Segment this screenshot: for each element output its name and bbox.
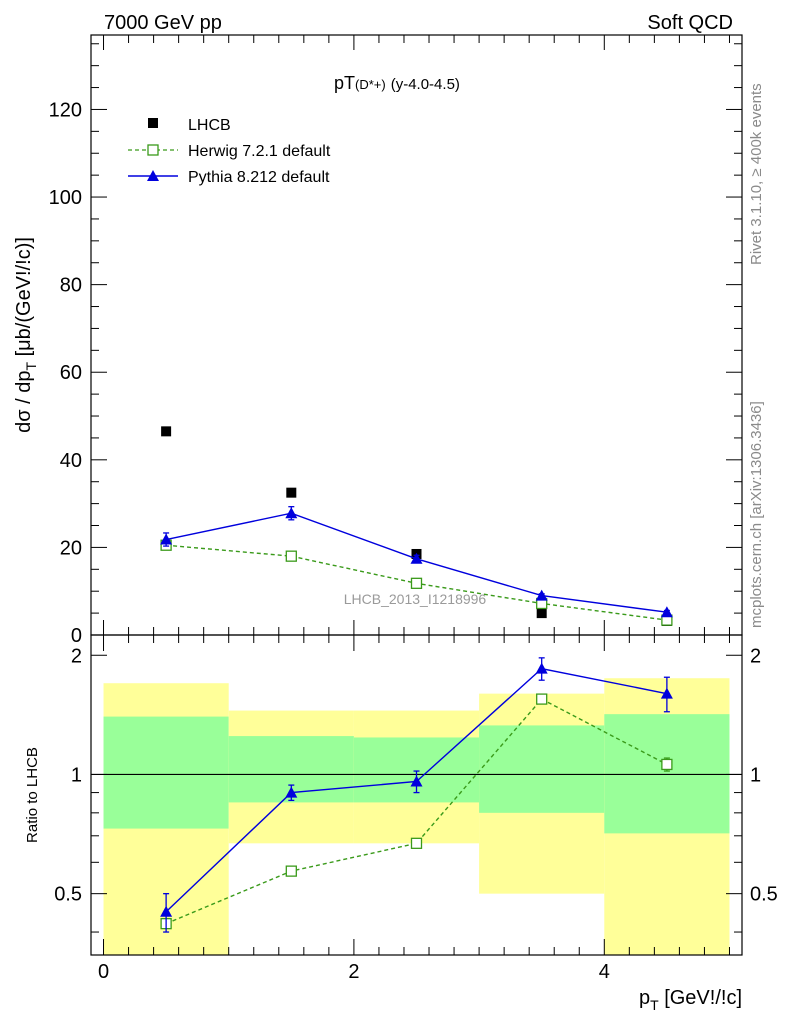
legend-herwig-label: Herwig 7.2.1 default: [188, 143, 331, 160]
ratio-pythia-point: [410, 775, 423, 787]
x-axis-label-main: p: [639, 987, 650, 1009]
ratio-band-green: [479, 725, 605, 813]
plot-title-sub: (D*+): [355, 77, 386, 92]
plot-title: pT(D*+) (y-4.0-4.5): [334, 73, 460, 93]
y-tick-label: 120: [49, 99, 82, 121]
legend-pythia-label: Pythia 8.212 default: [188, 169, 330, 186]
legend-lhcb-marker: [148, 118, 158, 128]
main-pythia-point: [160, 533, 173, 545]
ratio-herwig-point: [285, 865, 297, 877]
ratio-band-green: [604, 714, 730, 834]
ratio-y-tick-label-left: 2: [71, 645, 82, 667]
main-herwig-point: [285, 550, 297, 562]
legend-herwig-marker: [147, 144, 159, 156]
main-lhcb-point: [536, 608, 547, 619]
main-pythia-point: [285, 507, 298, 519]
ratio-herwig-point: [410, 837, 423, 849]
y-axis-label-rest: [μb/(GeV!/!c)]: [13, 237, 35, 362]
main-lhcb-point: [161, 426, 172, 437]
x-axis-label-sub: T: [650, 997, 659, 1013]
ratio-y-tick-label-right: 2: [750, 645, 761, 667]
legend-lhcb-label: LHCB: [188, 117, 231, 134]
main-herwig-point: [410, 577, 423, 589]
legend-pythia-marker: [147, 170, 159, 181]
ratio-band-green: [103, 716, 229, 829]
y-tick-label: 60: [60, 362, 82, 384]
ratio-y-tick-label-right: 0.5: [750, 884, 778, 906]
main-pythia-point: [410, 552, 423, 564]
x-tick-label: 4: [599, 961, 610, 983]
x-axis-label-rest: [GeV!/!c]: [659, 987, 742, 1009]
y-axis-label-sub: T: [23, 362, 39, 371]
y-tick-label: 80: [60, 275, 82, 297]
x-axis-label: pT [GeV!/!c]: [639, 987, 742, 1013]
process-label: Soft QCD: [647, 12, 733, 34]
legend: LHCB Herwig 7.2.1 default Pythia 8.212 d…: [128, 117, 331, 186]
energy-label: 7000 GeV pp: [104, 12, 222, 34]
ratio-frame: [90, 634, 743, 956]
ratio-pythia-point: [160, 905, 173, 917]
plot-title-suffix: (y-4.0-4.5): [391, 76, 460, 93]
ratio-pythia-point: [535, 662, 548, 674]
y-tick-label: 0: [71, 625, 82, 647]
main-pythia-point: [535, 589, 548, 601]
ratio-plot-area: 0.5 0.5 1 1 2 2 0 2 4: [54, 634, 778, 983]
main-pythia-point: [660, 606, 673, 618]
y-axis-label-main: dσ / dp: [13, 371, 35, 433]
watermark: LHCB_2013_I1218996: [344, 591, 487, 607]
ratio-herwig-point: [661, 758, 673, 771]
x-tick-label: 0: [98, 961, 109, 983]
y-tick-label: 20: [60, 537, 82, 559]
y-tick-label: 100: [49, 187, 82, 209]
ratio-herwig-point: [536, 693, 548, 705]
main-lhcb-point: [286, 487, 297, 498]
ratio-pythia-point: [660, 687, 673, 699]
ratio-pythia-point: [285, 786, 298, 798]
ratio-y-tick-label-left: 1: [71, 764, 82, 786]
plot-title-main: pT: [334, 73, 355, 93]
rivet-label: Rivet 3.1.10, ≥ 400k events: [748, 83, 765, 265]
source-label: mcplots.cern.ch [arXiv:1306.3436]: [748, 401, 765, 628]
ratio-y-tick-label-right: 1: [750, 764, 761, 786]
x-tick-label: 2: [348, 961, 359, 983]
ratio-y-tick-label-left: 0.5: [54, 884, 82, 906]
ratio-y-axis-label: Ratio to LHCB: [24, 747, 41, 843]
y-axis-label: dσ / dpT [μb/(GeV!/!c)]: [13, 237, 39, 433]
y-tick-label: 40: [60, 450, 82, 472]
